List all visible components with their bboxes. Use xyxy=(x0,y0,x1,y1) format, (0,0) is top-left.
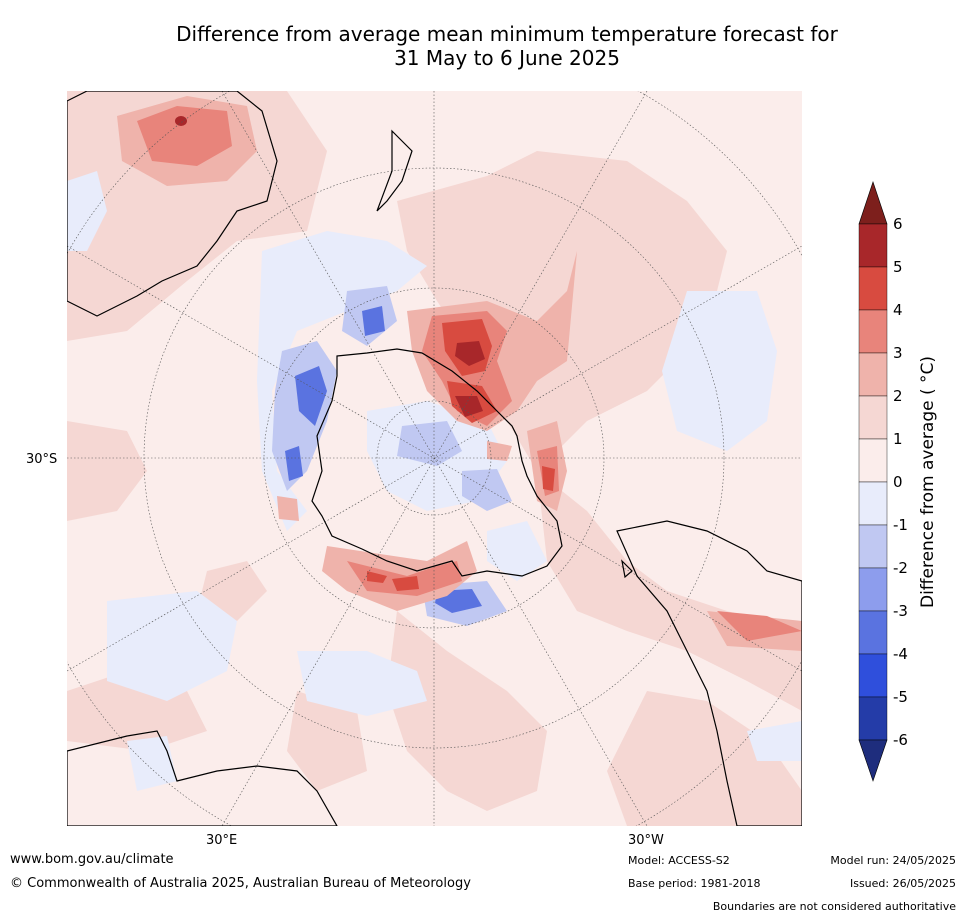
cbar-tick: 3 xyxy=(893,344,903,362)
cbar-tick: -2 xyxy=(893,559,908,577)
title-line-2: 31 May to 6 June 2025 xyxy=(394,46,620,70)
africa-coastline xyxy=(67,730,338,826)
coastlines xyxy=(67,91,802,826)
colorbar-over-arrow xyxy=(858,181,888,225)
colorbar-segments xyxy=(858,223,888,741)
graticule-lines xyxy=(67,91,802,826)
base-period-text: Base period: 1981-2018 xyxy=(628,877,761,890)
lon-label-30w: 30°W xyxy=(628,833,664,848)
model-run-text: Model run: 24/05/2025 xyxy=(830,854,956,867)
bom-url[interactable]: www.bom.gov.au/climate xyxy=(10,852,174,867)
cbar-tick: -3 xyxy=(893,602,908,620)
cbar-tick: 4 xyxy=(893,301,903,319)
south-america-coastline xyxy=(616,520,802,826)
colorbar-label: Difference from average ( °C) xyxy=(918,355,938,609)
cbar-tick: 0 xyxy=(893,473,903,491)
anomaly-0-to-minus1-regions xyxy=(67,171,802,791)
anomaly-5-to-6-regions xyxy=(175,116,485,417)
australia-coastline xyxy=(67,91,278,317)
disclaimer-text: Boundaries are not considered authoritat… xyxy=(712,900,956,913)
antarctica-coastline xyxy=(311,348,563,577)
cbar-tick: 6 xyxy=(893,215,903,233)
cbar-tick: -4 xyxy=(893,645,908,663)
colorbar-under-arrow xyxy=(858,739,888,782)
temperature-anomaly-map xyxy=(67,91,802,826)
cbar-tick: -6 xyxy=(893,731,908,749)
south-georgia-coastline xyxy=(621,559,633,579)
lat-label-30s: 30°S xyxy=(26,452,58,467)
copyright-text: © Commonwealth of Australia 2025, Austra… xyxy=(10,876,471,891)
cbar-tick: 5 xyxy=(893,258,903,276)
anomaly-minus2-to-minus4-regions xyxy=(285,306,482,613)
cbar-tick: 1 xyxy=(893,430,903,448)
title-line-1: Difference from average mean minimum tem… xyxy=(176,22,838,46)
issued-text: Issued: 26/05/2025 xyxy=(849,877,956,890)
cbar-tick: -5 xyxy=(893,688,908,706)
cbar-tick: -1 xyxy=(893,516,908,534)
new-zealand-coastline xyxy=(376,129,413,212)
lon-label-30e: 30°E xyxy=(206,833,238,848)
model-text: Model: ACCESS-S2 xyxy=(628,854,730,867)
cbar-tick: 2 xyxy=(893,387,903,405)
map-title: Difference from average mean minimum tem… xyxy=(0,22,965,70)
